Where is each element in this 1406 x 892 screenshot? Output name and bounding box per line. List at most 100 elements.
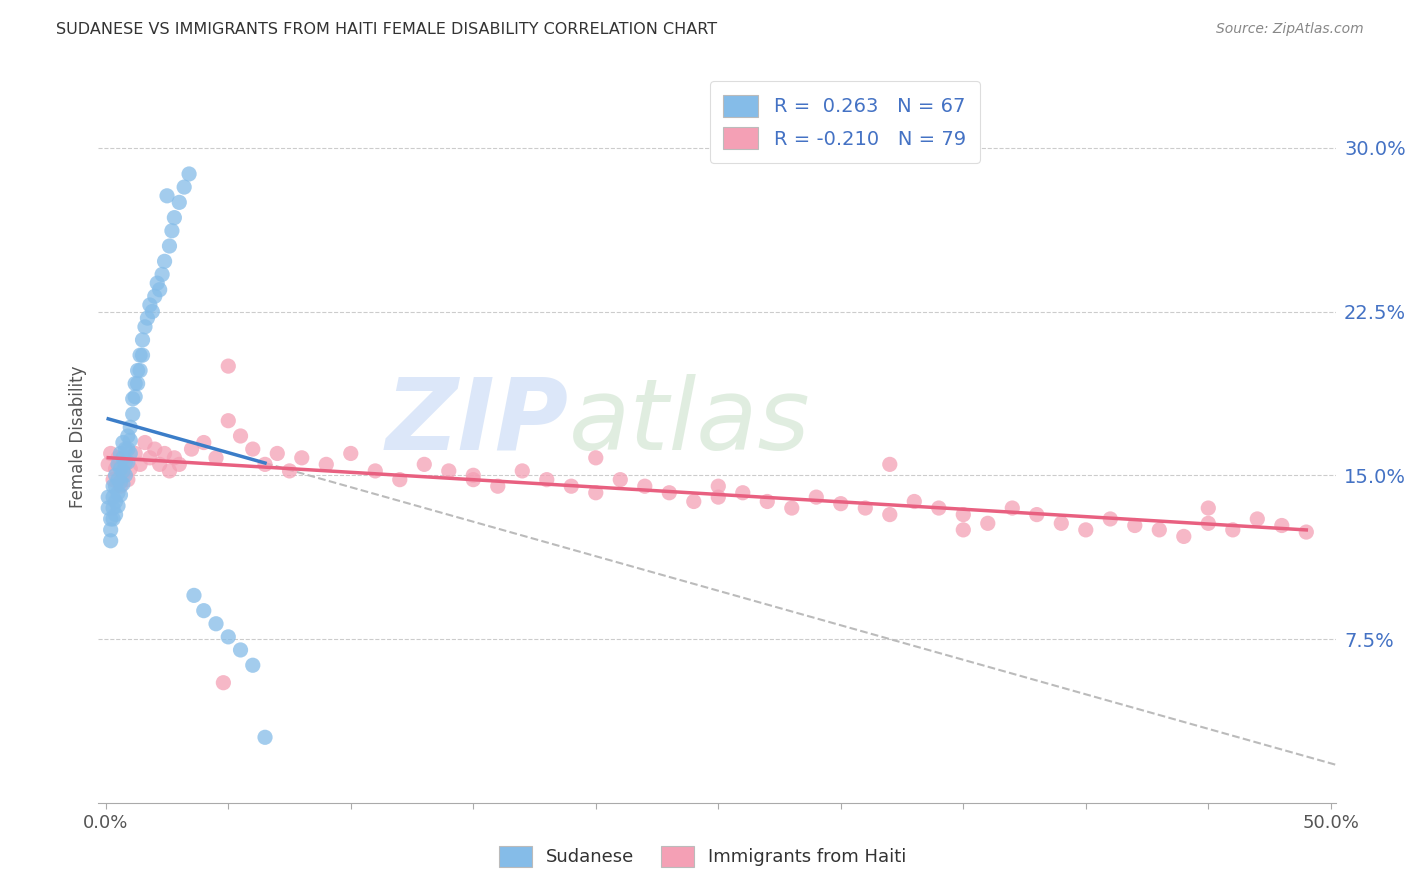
Point: [830, 497, 852, 511]
Point: [585, 450, 607, 465]
Point: [1222, 523, 1244, 537]
Point: [129, 348, 152, 362]
Point: [731, 485, 754, 500]
Point: [156, 189, 179, 203]
Point: [97, 490, 120, 504]
Point: [159, 239, 181, 253]
Point: [560, 479, 582, 493]
Point: [183, 588, 205, 602]
Point: [609, 473, 631, 487]
Point: [120, 461, 142, 475]
Point: [1173, 529, 1195, 543]
Point: [205, 450, 228, 465]
Point: [1123, 518, 1146, 533]
Point: [111, 477, 134, 491]
Point: [853, 501, 876, 516]
Point: [101, 512, 124, 526]
Point: [339, 446, 361, 460]
Point: [1197, 516, 1219, 531]
Point: [217, 414, 239, 428]
Point: [1050, 516, 1073, 531]
Point: [169, 195, 191, 210]
Point: [1197, 501, 1219, 516]
Point: [879, 458, 901, 472]
Point: [437, 464, 460, 478]
Point: [124, 376, 146, 391]
Point: [114, 442, 136, 456]
Point: [1271, 518, 1294, 533]
Point: [413, 458, 436, 472]
Point: [131, 348, 153, 362]
Point: [107, 473, 129, 487]
Point: [104, 508, 127, 522]
Point: [100, 512, 122, 526]
Point: [111, 435, 134, 450]
Point: [173, 180, 195, 194]
Point: [114, 458, 136, 472]
Point: [134, 435, 156, 450]
Point: [180, 442, 202, 456]
Point: [315, 458, 337, 472]
Point: [1025, 508, 1047, 522]
Point: [143, 442, 166, 456]
Legend: Sudanese, Immigrants from Haiti: Sudanese, Immigrants from Haiti: [492, 838, 914, 874]
Point: [928, 501, 950, 516]
Point: [707, 479, 730, 493]
Point: [756, 494, 779, 508]
Point: [117, 455, 139, 469]
Point: [101, 479, 124, 493]
Point: [229, 643, 252, 657]
Point: [205, 616, 228, 631]
Point: [952, 508, 974, 522]
Point: [806, 490, 828, 504]
Point: [100, 446, 122, 460]
Point: [124, 446, 146, 460]
Point: [120, 446, 142, 460]
Point: [141, 304, 163, 318]
Point: [463, 473, 485, 487]
Point: [149, 283, 172, 297]
Point: [107, 485, 129, 500]
Point: [121, 407, 143, 421]
Point: [193, 435, 215, 450]
Point: [160, 224, 183, 238]
Point: [97, 501, 120, 516]
Point: [131, 333, 153, 347]
Point: [101, 490, 124, 504]
Point: [952, 523, 974, 537]
Point: [146, 276, 169, 290]
Point: [169, 458, 191, 472]
Point: [163, 450, 186, 465]
Y-axis label: Female Disability: Female Disability: [69, 366, 87, 508]
Point: [110, 475, 132, 489]
Point: [780, 501, 803, 516]
Point: [682, 494, 704, 508]
Point: [212, 675, 235, 690]
Point: [100, 533, 122, 548]
Point: [879, 508, 901, 522]
Point: [1099, 512, 1122, 526]
Point: [107, 499, 129, 513]
Point: [634, 479, 657, 493]
Point: [117, 442, 139, 456]
Text: SUDANESE VS IMMIGRANTS FROM HAITI FEMALE DISABILITY CORRELATION CHART: SUDANESE VS IMMIGRANTS FROM HAITI FEMALE…: [56, 22, 717, 37]
Point: [120, 434, 142, 448]
Point: [114, 468, 136, 483]
Point: [229, 429, 252, 443]
Point: [110, 446, 132, 460]
Point: [134, 319, 156, 334]
Point: [253, 458, 276, 472]
Point: [1295, 524, 1317, 539]
Point: [111, 468, 134, 483]
Point: [150, 268, 173, 282]
Point: [107, 458, 129, 472]
Point: [124, 390, 146, 404]
Point: [278, 464, 301, 478]
Point: [101, 501, 124, 516]
Point: [117, 429, 139, 443]
Point: [129, 363, 152, 377]
Point: [153, 446, 176, 460]
Point: [242, 442, 264, 456]
Point: [177, 167, 200, 181]
Point: [97, 458, 120, 472]
